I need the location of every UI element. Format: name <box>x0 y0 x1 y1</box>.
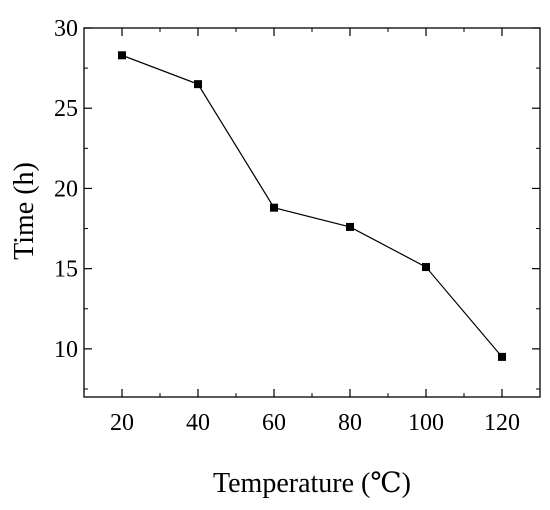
x-tick-label: 40 <box>186 410 210 436</box>
series-group <box>118 51 506 361</box>
tick-labels-group: 20 40 60 80 100 120 10 15 20 25 30 <box>54 16 520 436</box>
y-tick-label: 25 <box>54 96 78 122</box>
x-tick-label: 60 <box>262 410 286 436</box>
data-point-marker <box>346 222 354 231</box>
data-point-marker <box>422 263 430 272</box>
y-tick-label: 20 <box>54 176 78 202</box>
plot-frame-group <box>83 27 541 398</box>
x-tick-label: 20 <box>110 410 134 436</box>
x-tick-label: 80 <box>338 410 362 436</box>
data-point-marker <box>194 80 202 89</box>
ticks-group <box>83 27 541 397</box>
y-tick-label: 30 <box>54 16 78 42</box>
x-tick-label: 100 <box>408 410 444 436</box>
data-point-marker <box>118 51 126 60</box>
series-line <box>121 54 503 358</box>
y-tick-label: 10 <box>54 337 78 363</box>
data-point-marker <box>270 203 278 212</box>
data-point-marker <box>498 352 506 361</box>
y-axis-title: Time (h) <box>9 162 40 260</box>
y-tick-label: 15 <box>54 257 78 283</box>
x-tick-label: 120 <box>484 410 520 436</box>
x-axis-title: Temperature (℃) <box>213 468 411 499</box>
plot-frame <box>83 27 541 398</box>
